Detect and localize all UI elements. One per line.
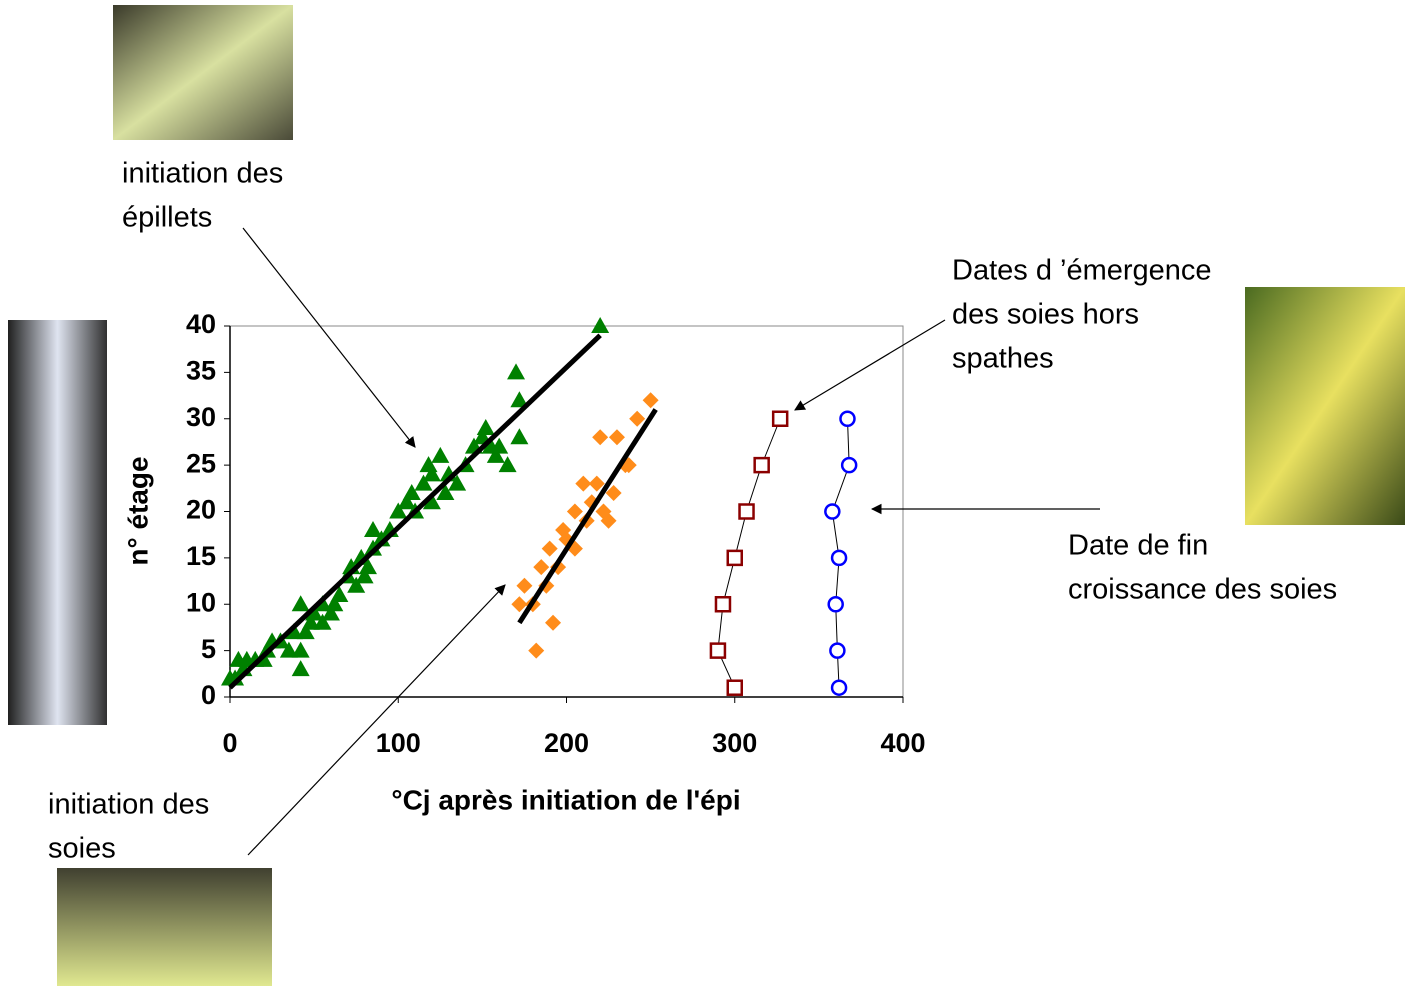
annotation: spathes <box>952 343 1054 375</box>
diamond-point <box>511 596 528 613</box>
diamond-point <box>600 512 617 529</box>
triangle-point <box>510 428 529 445</box>
y-tick-label: 15 <box>186 541 216 571</box>
y-tick-label: 20 <box>186 495 216 525</box>
diamond-point <box>566 503 583 520</box>
annotation: initiation des <box>122 158 283 190</box>
annotation: Dates d ’émergence <box>952 255 1212 287</box>
triangle-point <box>305 604 324 621</box>
circle-point <box>830 549 848 567</box>
diamond-point <box>541 540 558 557</box>
circle-point <box>830 679 848 696</box>
triangle-point <box>291 641 310 658</box>
triangle-point <box>321 604 340 621</box>
square-point <box>771 410 789 427</box>
square-point <box>714 596 732 613</box>
annotation: soies <box>48 833 116 865</box>
triangle-point <box>296 623 315 640</box>
trend-line <box>517 408 658 625</box>
square-point <box>726 679 743 696</box>
triangle-point <box>436 483 455 500</box>
y-tick-label: 25 <box>186 448 216 478</box>
square-point <box>709 642 727 659</box>
y-tick-label: 40 <box>186 309 216 339</box>
square-point <box>753 456 770 474</box>
x-tick-label: 100 <box>376 728 421 758</box>
triangle-point <box>355 567 374 584</box>
photo <box>1245 287 1405 525</box>
y-tick-label: 0 <box>201 680 216 710</box>
diamond-point <box>592 429 609 446</box>
x-tick-label: 0 <box>222 728 237 758</box>
trend-line <box>228 333 602 690</box>
plot-area <box>229 325 904 698</box>
triangle-point <box>284 623 303 640</box>
triangle-point <box>414 474 433 491</box>
triangle-point <box>279 641 298 658</box>
triangle-point <box>364 521 383 538</box>
triangle-point <box>358 558 377 575</box>
triangle-point <box>397 493 416 510</box>
triangle-point <box>431 446 450 463</box>
diamond-point <box>533 559 550 576</box>
triangle-point <box>313 613 332 630</box>
x-axis-title: °Cj après initiation de l'épi <box>391 784 740 815</box>
y-tick-label: 10 <box>186 587 216 617</box>
triangle-point <box>510 391 529 408</box>
circle-point <box>827 596 844 613</box>
photo <box>8 320 107 725</box>
triangle-point <box>476 419 495 436</box>
triangle-point <box>347 576 366 593</box>
circle-point <box>824 503 841 520</box>
square-point <box>726 549 743 567</box>
annotation: épillets <box>122 202 212 234</box>
triangle-point <box>402 483 421 500</box>
triangle-point <box>325 595 344 612</box>
triangle-point <box>448 474 467 491</box>
triangle-point <box>486 446 505 463</box>
triangle-point <box>389 502 408 519</box>
diamond-point <box>629 410 646 427</box>
y-axis-title: n° étage <box>122 456 153 565</box>
triangle-point <box>507 363 526 380</box>
y-tick-label: 30 <box>186 402 216 432</box>
y-tick-label: 35 <box>186 356 216 386</box>
triangle-point <box>490 437 509 454</box>
triangle-point <box>330 585 349 602</box>
triangle-point <box>291 595 310 612</box>
diamond-point <box>528 642 545 659</box>
photo <box>113 5 293 140</box>
triangle-point <box>422 465 441 482</box>
x-tick-label: 200 <box>544 728 589 758</box>
circle-point <box>829 642 846 659</box>
circle-point <box>840 456 858 474</box>
diamond-point <box>608 429 625 446</box>
triangle-point <box>591 317 610 333</box>
annotation: Date de fin <box>1068 530 1208 562</box>
square-point <box>738 503 755 520</box>
diamond-point <box>642 392 659 409</box>
circle-point <box>839 410 856 427</box>
annotation: des soies hors <box>952 299 1139 331</box>
annotation: initiation des <box>48 789 209 821</box>
y-tick-label: 5 <box>201 634 216 664</box>
diamond-point <box>588 475 605 492</box>
annotation: croissance des soies <box>1068 574 1337 606</box>
triangle-point <box>291 660 310 677</box>
triangle-point <box>301 613 320 630</box>
annotation-arrow <box>242 227 416 448</box>
diamond-point <box>605 484 622 501</box>
diamond-point <box>516 577 533 594</box>
triangle-point <box>364 539 383 556</box>
photo <box>57 868 272 986</box>
annotation-arrow <box>247 584 506 856</box>
x-tick-label: 400 <box>880 728 925 758</box>
diamond-point <box>545 614 562 631</box>
x-tick-label: 300 <box>712 728 757 758</box>
triangle-point <box>422 493 441 510</box>
annotation-arrow <box>794 319 946 411</box>
diamond-point <box>575 475 592 492</box>
triangle-point <box>498 456 517 473</box>
